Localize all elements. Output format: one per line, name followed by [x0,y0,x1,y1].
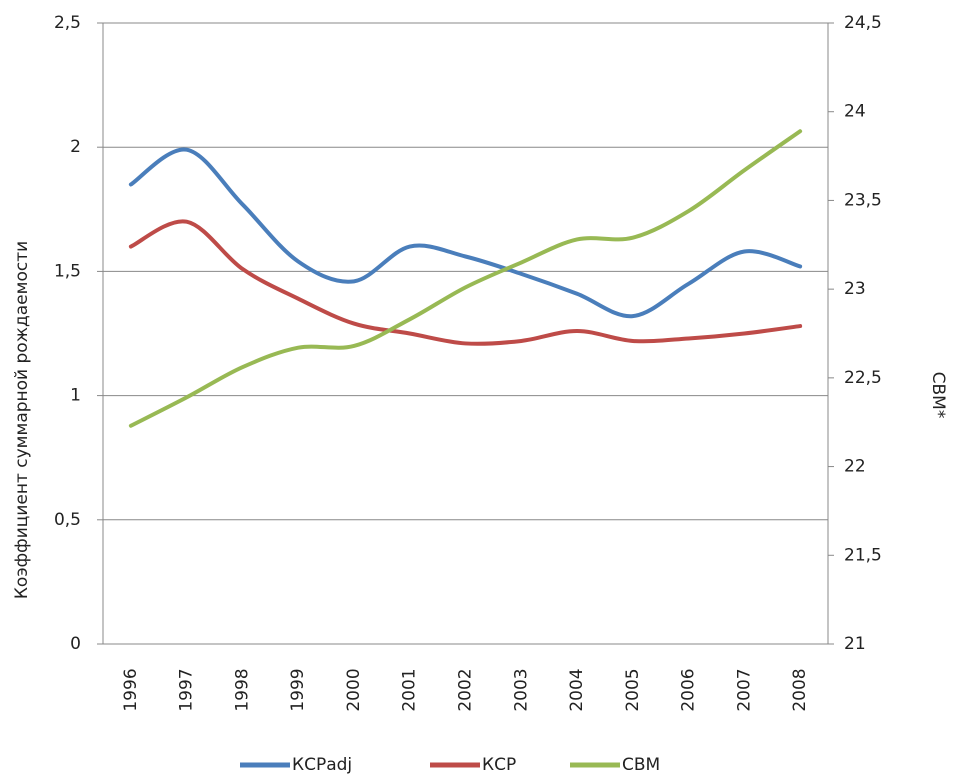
x-tick-label: 2005 [623,668,643,711]
series-line [128,147,803,319]
series-line [128,219,803,346]
x-tick-label: 2007 [734,668,754,711]
y2-tick-label: 24,5 [844,13,882,33]
y-tick-label: 2 [70,137,81,157]
y-tick-label: 0 [70,634,81,654]
x-tick-label: 1998 [232,668,252,711]
y2-tick-label: 21,5 [844,545,882,565]
y-axis-title: Коэффициент суммарной рождаемости [12,241,32,599]
y2-tick-label: 22,5 [844,368,882,388]
y-tick-label: 1,5 [54,261,81,281]
y2-tick-label: 21 [844,634,866,654]
x-tick-label: 2002 [456,668,476,711]
x-tick-label: 2006 [679,668,699,711]
y-tick-label: 2,5 [54,13,81,33]
x-tick-label: 2001 [400,668,420,711]
legend-label: КСР [482,755,516,775]
y-tick-label: 0,5 [54,510,81,530]
y2-tick-label: 22 [844,457,866,477]
y2-tick-label: 24 [844,102,866,122]
x-tick-label: 1997 [177,668,197,711]
x-tick-label: 2000 [344,668,364,711]
legend-label: КСРadj [292,755,352,775]
x-tick-label: 2008 [790,668,810,711]
y2-axis-title: СВМ* [928,372,948,419]
series-line [128,129,803,428]
y2-tick-label: 23 [844,279,866,299]
x-tick-label: 2004 [567,668,587,711]
x-tick-label: 1996 [121,668,141,711]
y2-tick-label: 23,5 [844,190,882,210]
y-tick-label: 1 [70,386,81,406]
x-tick-label: 2003 [511,668,531,711]
x-tick-label: 1999 [288,668,308,711]
legend-label: СВМ [622,755,660,775]
